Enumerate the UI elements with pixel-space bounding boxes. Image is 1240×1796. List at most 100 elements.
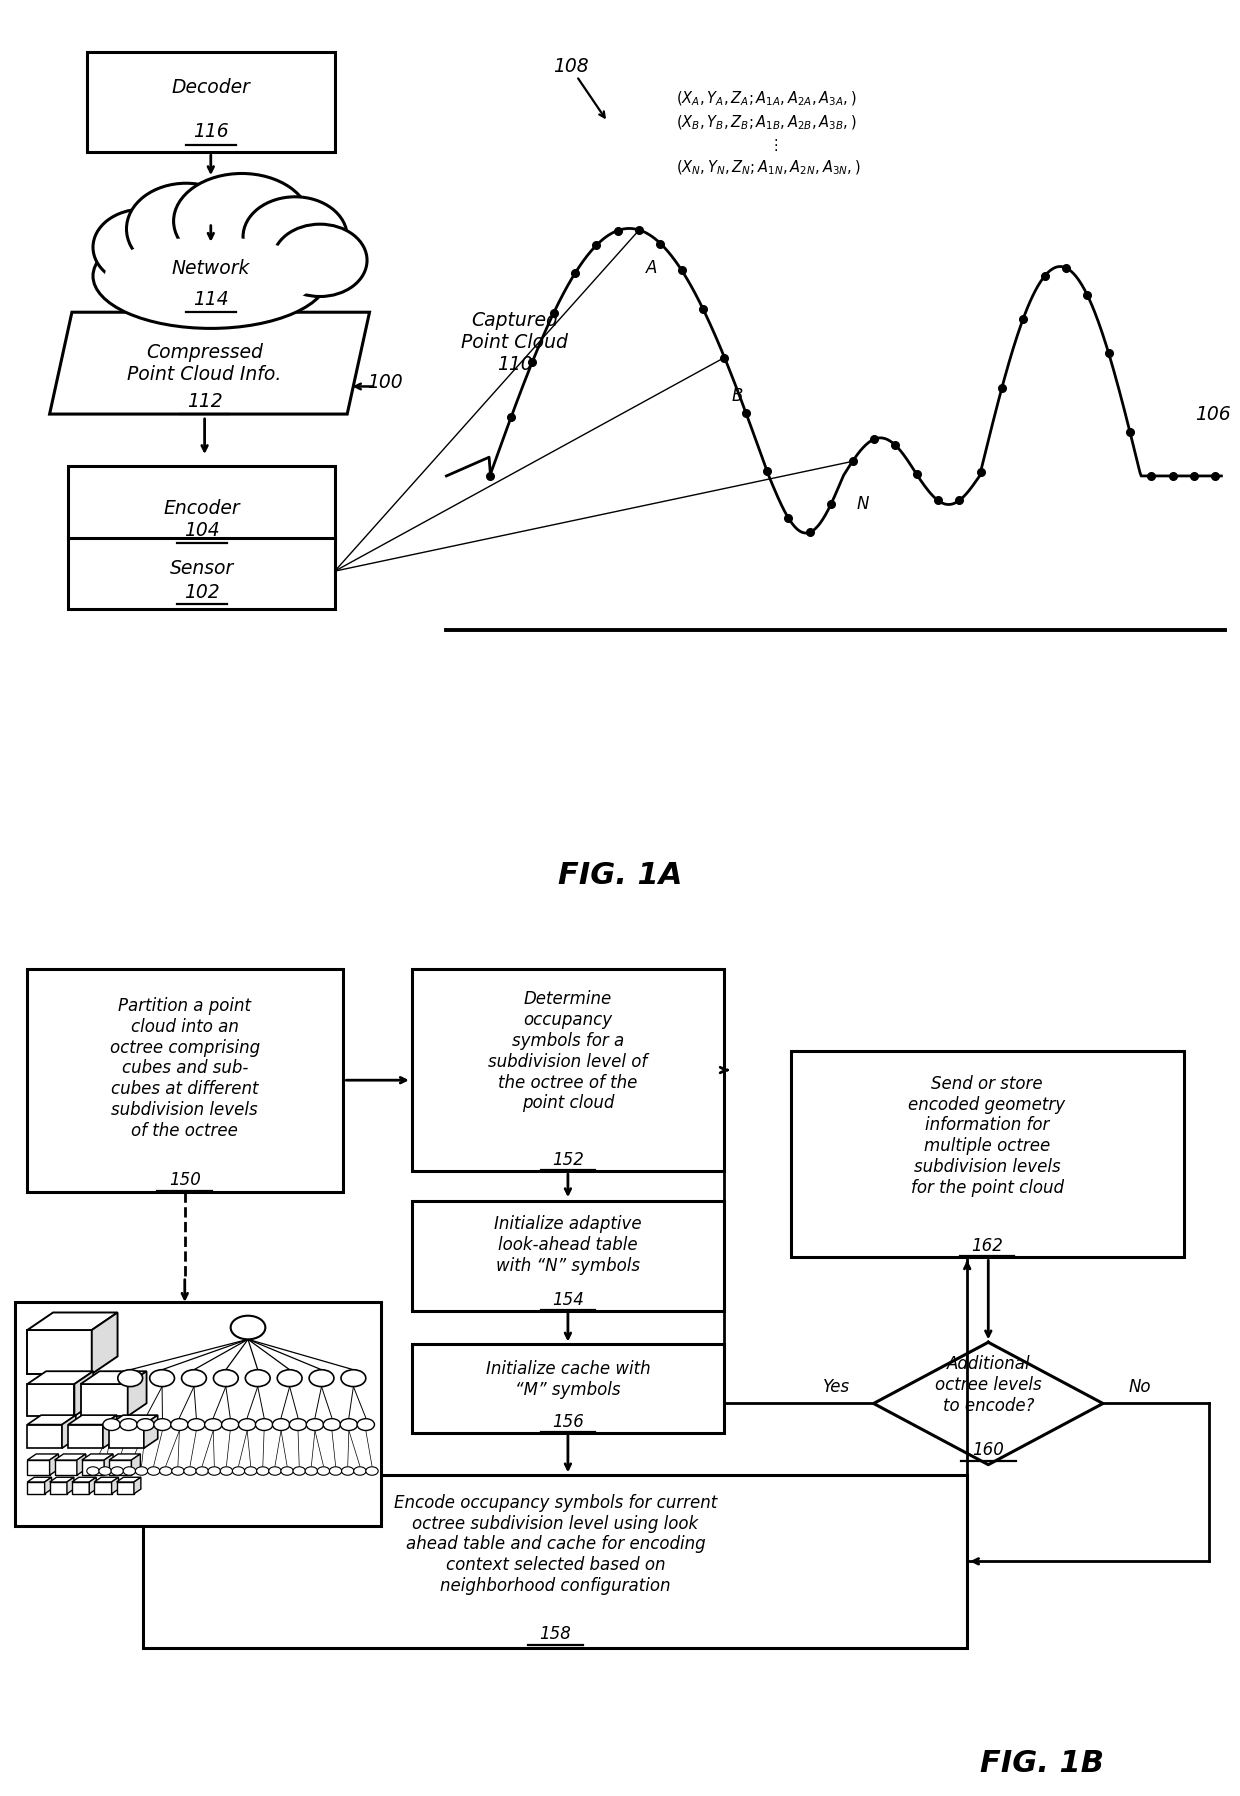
Circle shape	[255, 1419, 273, 1430]
Polygon shape	[104, 1455, 113, 1475]
Text: 106: 106	[1195, 404, 1230, 424]
Circle shape	[171, 1467, 184, 1475]
Polygon shape	[109, 1415, 157, 1424]
Circle shape	[148, 1467, 160, 1475]
Polygon shape	[55, 1460, 77, 1475]
Circle shape	[366, 1467, 378, 1475]
Polygon shape	[94, 1482, 112, 1494]
Polygon shape	[55, 1455, 86, 1460]
Text: FIG. 1B: FIG. 1B	[980, 1749, 1104, 1778]
Polygon shape	[27, 1370, 93, 1385]
Ellipse shape	[126, 183, 246, 275]
FancyBboxPatch shape	[87, 52, 335, 153]
Polygon shape	[109, 1424, 144, 1448]
Polygon shape	[45, 1478, 52, 1494]
Ellipse shape	[104, 237, 317, 316]
FancyBboxPatch shape	[68, 467, 335, 609]
Text: Determine
occupancy
symbols for a
subdivision level of
the octree of the
point c: Determine occupancy symbols for a subdiv…	[489, 990, 647, 1112]
Ellipse shape	[273, 224, 367, 296]
Text: N: N	[857, 496, 868, 514]
Circle shape	[330, 1467, 342, 1475]
Circle shape	[103, 1419, 120, 1430]
Text: B: B	[732, 386, 743, 404]
Polygon shape	[89, 1478, 97, 1494]
Circle shape	[257, 1467, 269, 1475]
Text: A: A	[646, 259, 657, 277]
Ellipse shape	[243, 198, 347, 277]
Text: 108: 108	[553, 57, 588, 75]
Polygon shape	[134, 1478, 141, 1494]
Polygon shape	[82, 1455, 113, 1460]
Text: Point Cloud Info.: Point Cloud Info.	[128, 365, 281, 384]
Circle shape	[118, 1370, 143, 1387]
Circle shape	[278, 1370, 303, 1387]
Text: 154: 154	[552, 1291, 584, 1309]
FancyBboxPatch shape	[15, 1302, 381, 1527]
Circle shape	[281, 1467, 294, 1475]
Polygon shape	[117, 1482, 134, 1494]
Text: Captured
Point Cloud
110: Captured Point Cloud 110	[461, 311, 568, 374]
Text: 152: 152	[552, 1151, 584, 1169]
Polygon shape	[27, 1482, 45, 1494]
Polygon shape	[68, 1415, 117, 1424]
Circle shape	[357, 1419, 374, 1430]
Text: $(X_A, Y_A, Z_A; A_{1A}, A_{2A}, A_{3A},)$
$(X_B, Y_B, Z_B; A_{1B}, A_{2B}, A_{3: $(X_A, Y_A, Z_A; A_{1A}, A_{2A}, A_{3A},…	[676, 90, 861, 178]
Polygon shape	[94, 1478, 119, 1482]
Circle shape	[213, 1370, 238, 1387]
Polygon shape	[68, 1424, 103, 1448]
Circle shape	[317, 1467, 330, 1475]
Text: Decoder: Decoder	[171, 77, 250, 97]
Text: Initialize adaptive
look-ahead table
with “N” symbols: Initialize adaptive look-ahead table wit…	[494, 1214, 642, 1275]
FancyBboxPatch shape	[412, 1202, 724, 1311]
Text: 158: 158	[539, 1625, 572, 1643]
Text: 100: 100	[367, 374, 402, 392]
FancyBboxPatch shape	[412, 1345, 724, 1433]
Circle shape	[340, 1419, 357, 1430]
Polygon shape	[27, 1385, 74, 1415]
Polygon shape	[27, 1415, 76, 1424]
Polygon shape	[112, 1478, 119, 1494]
Text: 162: 162	[971, 1237, 1003, 1255]
Polygon shape	[62, 1415, 76, 1448]
Circle shape	[244, 1467, 257, 1475]
Text: 102: 102	[185, 582, 219, 602]
Polygon shape	[27, 1478, 52, 1482]
Circle shape	[87, 1467, 99, 1475]
Circle shape	[112, 1467, 124, 1475]
Polygon shape	[131, 1455, 140, 1475]
Polygon shape	[144, 1415, 157, 1448]
Text: 104: 104	[185, 521, 219, 539]
Text: Encoder: Encoder	[164, 499, 241, 517]
Circle shape	[120, 1419, 138, 1430]
Text: No: No	[1128, 1378, 1152, 1395]
Polygon shape	[27, 1455, 58, 1460]
Text: Initialize cache with
“M” symbols: Initialize cache with “M” symbols	[486, 1360, 650, 1399]
Circle shape	[306, 1419, 324, 1430]
Polygon shape	[72, 1482, 89, 1494]
Polygon shape	[27, 1313, 118, 1331]
FancyBboxPatch shape	[143, 1475, 967, 1649]
Text: Partition a point
cloud into an
octree comprising
cubes and sub-
cubes at differ: Partition a point cloud into an octree c…	[109, 997, 260, 1140]
Text: Encode occupancy symbols for current
octree subdivision level using look
ahead t: Encode occupancy symbols for current oct…	[394, 1494, 717, 1595]
Polygon shape	[72, 1478, 97, 1482]
Ellipse shape	[93, 208, 192, 286]
Text: Compressed: Compressed	[146, 343, 263, 361]
Circle shape	[205, 1419, 222, 1430]
Circle shape	[269, 1467, 281, 1475]
Polygon shape	[81, 1370, 146, 1385]
Circle shape	[181, 1370, 206, 1387]
Circle shape	[187, 1419, 205, 1430]
Circle shape	[289, 1419, 306, 1430]
Circle shape	[305, 1467, 317, 1475]
Circle shape	[154, 1419, 171, 1430]
Polygon shape	[74, 1370, 93, 1415]
Text: 156: 156	[552, 1413, 584, 1431]
Circle shape	[135, 1467, 148, 1475]
Circle shape	[99, 1467, 112, 1475]
Text: FIG. 1A: FIG. 1A	[558, 862, 682, 891]
Polygon shape	[50, 1455, 58, 1475]
Polygon shape	[27, 1460, 50, 1475]
Circle shape	[222, 1419, 239, 1430]
Polygon shape	[81, 1385, 128, 1415]
Ellipse shape	[93, 224, 329, 329]
